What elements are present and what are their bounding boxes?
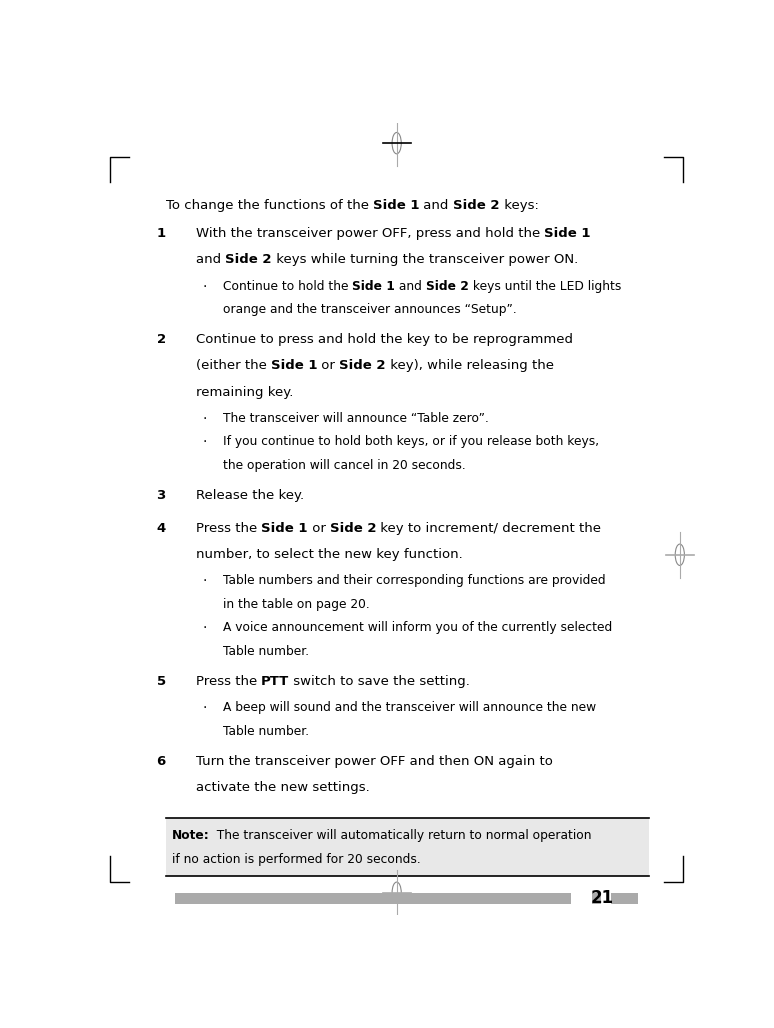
- Text: Table numbers and their corresponding functions are provided: Table numbers and their corresponding fu…: [223, 574, 605, 587]
- Text: ·: ·: [202, 412, 207, 426]
- Text: Side 2: Side 2: [225, 254, 272, 266]
- Text: 3: 3: [156, 489, 166, 503]
- Text: ·: ·: [202, 622, 207, 635]
- Text: PTT: PTT: [262, 675, 289, 689]
- Text: 4: 4: [156, 522, 166, 535]
- Text: Side 1: Side 1: [271, 360, 317, 372]
- Text: and: and: [196, 254, 225, 266]
- Text: and: and: [420, 198, 453, 212]
- Text: switch to save the setting.: switch to save the setting.: [289, 675, 471, 689]
- Text: (either the: (either the: [196, 360, 271, 372]
- Text: 2: 2: [156, 333, 166, 346]
- Text: Side 2: Side 2: [340, 360, 386, 372]
- Text: If you continue to hold both keys, or if you release both keys,: If you continue to hold both keys, or if…: [223, 436, 599, 448]
- Text: A beep will sound and the transceiver will announce the new: A beep will sound and the transceiver wi…: [223, 701, 596, 714]
- Text: ·: ·: [202, 280, 207, 294]
- Text: number, to select the new key function.: number, to select the new key function.: [196, 548, 463, 561]
- Text: 1: 1: [156, 227, 166, 241]
- Text: in the table on page 20.: in the table on page 20.: [223, 597, 369, 611]
- Text: Side 2: Side 2: [330, 522, 376, 535]
- Text: or: or: [317, 360, 340, 372]
- Bar: [175, 892, 570, 904]
- Text: keys while turning the transceiver power ON.: keys while turning the transceiver power…: [272, 254, 578, 266]
- Text: Note:: Note:: [172, 829, 210, 842]
- Text: remaining key.: remaining key.: [196, 386, 293, 399]
- Text: key to increment/ decrement the: key to increment/ decrement the: [376, 522, 601, 535]
- Text: or: or: [308, 522, 330, 535]
- Text: The transceiver will automatically return to normal operation: The transceiver will automatically retur…: [210, 829, 592, 842]
- Text: The transceiver will announce “Table zero”.: The transceiver will announce “Table zer…: [223, 412, 488, 425]
- Text: Press the: Press the: [196, 675, 262, 689]
- Text: orange and the transceiver announces “Setup”.: orange and the transceiver announces “Se…: [223, 303, 516, 317]
- Text: Turn the transceiver power OFF and then ON again to: Turn the transceiver power OFF and then …: [196, 756, 553, 768]
- Bar: [592, 892, 601, 904]
- Text: A voice announcement will inform you of the currently selected: A voice announcement will inform you of …: [223, 622, 612, 634]
- Bar: [166, 818, 649, 876]
- Text: 5: 5: [156, 675, 166, 689]
- Text: ·: ·: [202, 574, 207, 588]
- Text: 21: 21: [591, 888, 614, 907]
- Text: Continue to press and hold the key to be reprogrammed: Continue to press and hold the key to be…: [196, 333, 573, 346]
- Text: Table number.: Table number.: [223, 646, 309, 658]
- Text: Side 2: Side 2: [453, 198, 499, 212]
- Text: Side 2: Side 2: [426, 280, 468, 293]
- Text: ·: ·: [202, 436, 207, 449]
- Text: ·: ·: [202, 701, 207, 715]
- Text: and: and: [395, 280, 426, 293]
- Text: Press the: Press the: [196, 522, 262, 535]
- Text: Side 1: Side 1: [262, 522, 308, 535]
- Text: activate the new settings.: activate the new settings.: [196, 781, 369, 795]
- Text: To change the functions of the: To change the functions of the: [166, 198, 373, 212]
- Text: keys:: keys:: [499, 198, 539, 212]
- Text: Side 1: Side 1: [352, 280, 395, 293]
- Text: the operation will cancel in 20 seconds.: the operation will cancel in 20 seconds.: [223, 460, 465, 472]
- Text: keys until the LED lights: keys until the LED lights: [468, 280, 621, 293]
- Text: if no action is performed for 20 seconds.: if no action is performed for 20 seconds…: [172, 852, 420, 866]
- Text: key), while releasing the: key), while releasing the: [386, 360, 554, 372]
- Text: Side 1: Side 1: [544, 227, 591, 241]
- Text: Table number.: Table number.: [223, 725, 309, 738]
- Text: Release the key.: Release the key.: [196, 489, 304, 503]
- Text: Side 1: Side 1: [373, 198, 420, 212]
- Text: Continue to hold the: Continue to hold the: [223, 280, 352, 293]
- Text: With the transceiver power OFF, press and hold the: With the transceiver power OFF, press an…: [196, 227, 544, 241]
- Bar: [611, 892, 639, 904]
- Text: 6: 6: [156, 756, 166, 768]
